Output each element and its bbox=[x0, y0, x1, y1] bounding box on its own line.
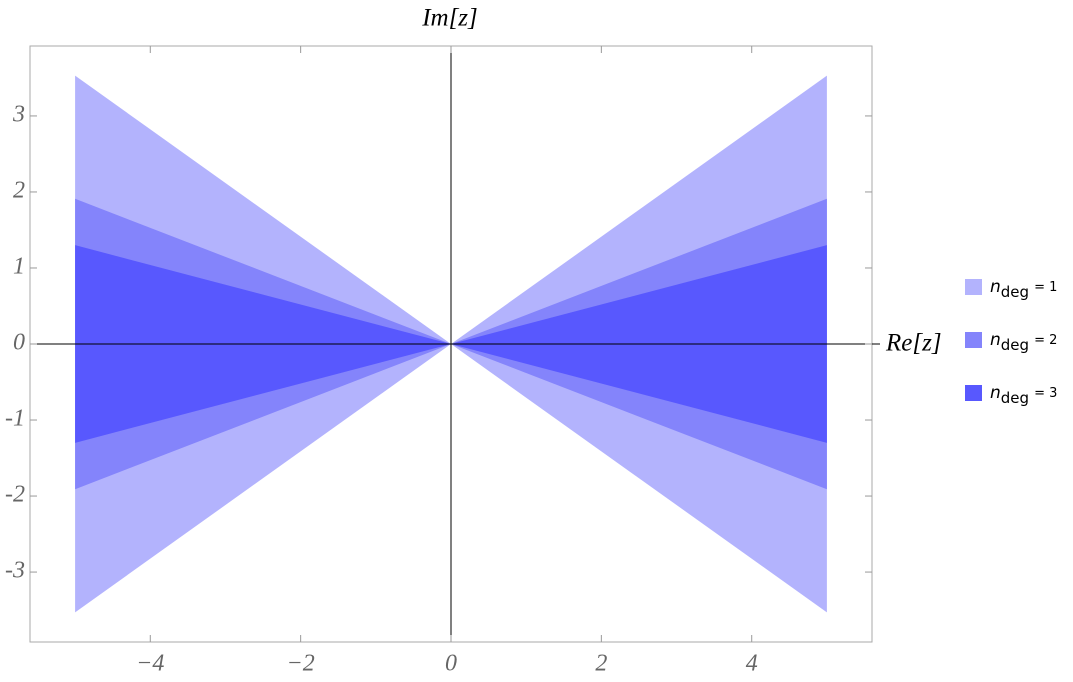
legend-swatch bbox=[965, 385, 982, 401]
x-tick-label: 2 bbox=[595, 651, 607, 677]
legend-entry: = 2 bbox=[1034, 333, 1057, 348]
legend-entry: = 3 bbox=[1034, 386, 1057, 401]
y-axis-label: Im[z] bbox=[421, 5, 478, 32]
x-axis-label: Re[z] bbox=[885, 330, 942, 357]
legend-label: ndeg = 2 bbox=[990, 330, 1057, 354]
y-tick-label: -1 bbox=[5, 406, 25, 432]
y-tick-label: -2 bbox=[5, 482, 25, 508]
legend-symbol: n bbox=[990, 277, 1001, 297]
legend-symbol: n bbox=[990, 383, 1001, 403]
y-tick-label: 0 bbox=[13, 330, 25, 356]
legend-label: ndeg = 3 bbox=[990, 383, 1057, 407]
legend-label: ndeg = 1 bbox=[990, 277, 1057, 301]
legend-swatch bbox=[965, 279, 982, 295]
x-tick-label: −2 bbox=[287, 651, 315, 677]
legend-subscript: deg bbox=[1001, 283, 1029, 301]
y-tick-label: 3 bbox=[12, 101, 25, 127]
legend-subscript: deg bbox=[1001, 389, 1029, 407]
y-tick-label: 1 bbox=[13, 253, 25, 279]
y-tick-label: 2 bbox=[13, 177, 25, 203]
legend-entry: = 1 bbox=[1034, 280, 1057, 295]
x-tick-label: −4 bbox=[136, 651, 164, 677]
legend-swatch bbox=[965, 332, 982, 348]
legend-symbol: n bbox=[990, 330, 1001, 350]
x-tick-label: 0 bbox=[445, 651, 457, 677]
legend-subscript: deg bbox=[1001, 336, 1029, 354]
x-tick-label: 4 bbox=[746, 651, 758, 677]
y-tick-label: -3 bbox=[5, 558, 25, 584]
